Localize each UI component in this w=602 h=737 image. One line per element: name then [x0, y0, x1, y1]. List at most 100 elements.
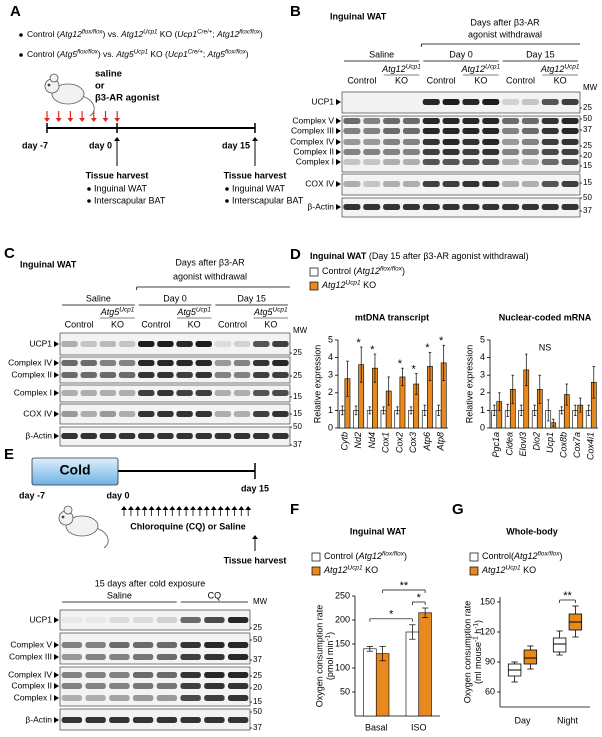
band	[85, 672, 106, 678]
band	[253, 411, 270, 417]
row-label: Complex I	[14, 692, 52, 702]
legend-label: Control (Atg12flox/flox)	[324, 550, 407, 561]
group-label: Saline	[107, 590, 132, 600]
row-arrow	[336, 204, 341, 210]
text-part: flox/flox	[380, 265, 403, 272]
band	[343, 204, 361, 210]
row-arrow	[54, 683, 59, 689]
blot-panel	[59, 609, 251, 631]
band	[383, 139, 401, 145]
band	[521, 159, 539, 165]
blot-panel	[59, 708, 251, 731]
lane-label: Atg5Ucp1	[100, 306, 135, 317]
y-axis-label: Oxygen consumption rate	[314, 605, 324, 708]
mw-label: 37	[583, 125, 592, 134]
significance: *	[389, 609, 394, 621]
band	[61, 390, 78, 396]
band	[118, 372, 136, 378]
bullet	[225, 187, 229, 191]
band	[422, 128, 440, 134]
harvest-arrow-head	[252, 535, 258, 539]
mw-label: 20	[253, 683, 262, 692]
row-arrow	[336, 128, 341, 134]
band	[541, 159, 559, 165]
band	[109, 695, 130, 701]
band	[343, 181, 361, 187]
y-tick-label: 150	[480, 596, 495, 606]
band	[85, 617, 106, 623]
x-tick-label: Ucp1	[545, 432, 555, 453]
text-part: Ucp1	[564, 63, 580, 70]
treatment-label: saline	[95, 69, 122, 80]
band	[61, 360, 78, 366]
y-tick-label: 60	[485, 686, 495, 696]
mw-label: 15	[583, 178, 592, 187]
band	[482, 128, 500, 134]
treatment-arrow-head	[217, 506, 224, 510]
band	[442, 139, 460, 145]
band	[502, 181, 520, 187]
row-arrow	[336, 159, 341, 165]
band	[272, 360, 289, 366]
row-arrow	[54, 341, 59, 347]
lane-label: Control	[347, 75, 376, 85]
y-tick-label: 2	[328, 387, 333, 397]
band	[156, 642, 178, 648]
mw-label: 25	[293, 348, 302, 357]
treatment-arrow-head	[210, 506, 217, 510]
group-label: Saline	[369, 49, 394, 59]
day-label: day 15	[222, 140, 250, 150]
band	[118, 433, 136, 439]
text-part: flox/flox	[82, 28, 104, 35]
x-tick-label: Cox2	[394, 432, 404, 453]
band	[109, 617, 130, 623]
panel-letter: B	[290, 3, 301, 20]
band	[204, 617, 225, 623]
row-label: Complex IV	[290, 136, 334, 146]
text-part: flox/flox	[382, 550, 405, 557]
x-tick-label: Nd2	[353, 432, 363, 449]
band	[253, 360, 270, 366]
row-label: Complex II	[11, 369, 52, 379]
x-tick-label: Elovl3	[518, 432, 528, 457]
band	[442, 118, 460, 124]
band	[482, 118, 500, 124]
text-part: Atg12	[120, 29, 143, 39]
band	[195, 372, 212, 378]
y-tick-label: 3	[328, 370, 333, 380]
band	[156, 683, 178, 689]
y-tick-label: 4	[480, 352, 485, 362]
lane-label: Atg5Ucp1	[253, 306, 288, 317]
x-tick-label: Nd4	[367, 432, 377, 449]
band	[214, 433, 232, 439]
day-label: day -7	[19, 490, 45, 500]
band	[521, 99, 539, 105]
mw-label: 50	[583, 193, 592, 202]
band	[156, 717, 178, 723]
band	[204, 654, 225, 660]
row-label: COX IV	[305, 178, 334, 188]
mw-label: 50	[293, 422, 302, 431]
band	[109, 642, 130, 648]
band	[204, 695, 225, 701]
row-arrow	[336, 139, 341, 145]
genotype-line: Control (Atg12flox/flox) vs. Atg12Ucp1 K…	[27, 28, 263, 39]
x-tick-label: Cox1	[381, 432, 391, 453]
band	[156, 617, 178, 623]
band	[85, 695, 106, 701]
text-part: Atg12	[381, 64, 406, 74]
band	[132, 683, 154, 689]
band	[227, 683, 249, 689]
significance: *	[398, 358, 403, 370]
blot-panel	[59, 384, 291, 403]
mw-label: 25	[583, 103, 592, 112]
header: Days after β3-AR	[470, 17, 540, 27]
band	[272, 372, 289, 378]
band	[214, 372, 232, 378]
band	[99, 411, 117, 417]
band	[132, 642, 154, 648]
band	[383, 159, 401, 165]
mw-label: 50	[583, 114, 592, 123]
band	[176, 341, 193, 347]
text-part: )	[246, 49, 249, 59]
